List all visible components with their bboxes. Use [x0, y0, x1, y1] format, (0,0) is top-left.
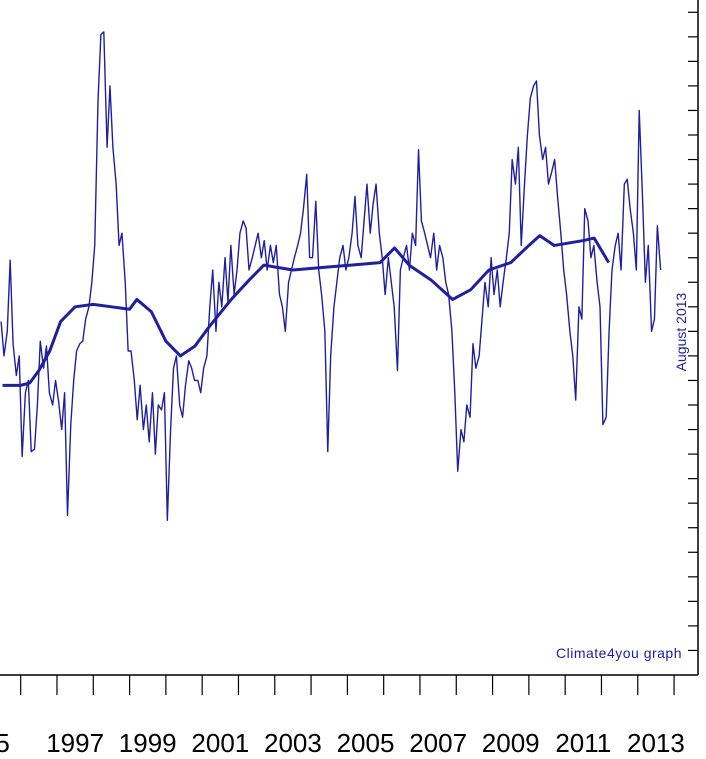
- x-tick-label: 2007: [409, 728, 467, 758]
- x-tick-label: 1999: [119, 728, 177, 758]
- x-tick-label: 2011: [555, 728, 611, 758]
- monthly-line: [0, 31, 662, 522]
- annotation: August 2013: [673, 292, 689, 371]
- x-tick-label: 2013: [627, 728, 685, 758]
- x-tick-label: 2001: [191, 728, 249, 758]
- x-tick-label: 2009: [482, 728, 540, 758]
- x-tick-label: 2003: [264, 728, 322, 758]
- x-tick-label: 1997: [46, 728, 104, 758]
- running-mean-line: [2, 234, 611, 387]
- x-tick-label: 2005: [337, 728, 395, 758]
- annotation: Climate4you graph: [556, 645, 682, 661]
- x-tick-label: 5: [0, 728, 10, 758]
